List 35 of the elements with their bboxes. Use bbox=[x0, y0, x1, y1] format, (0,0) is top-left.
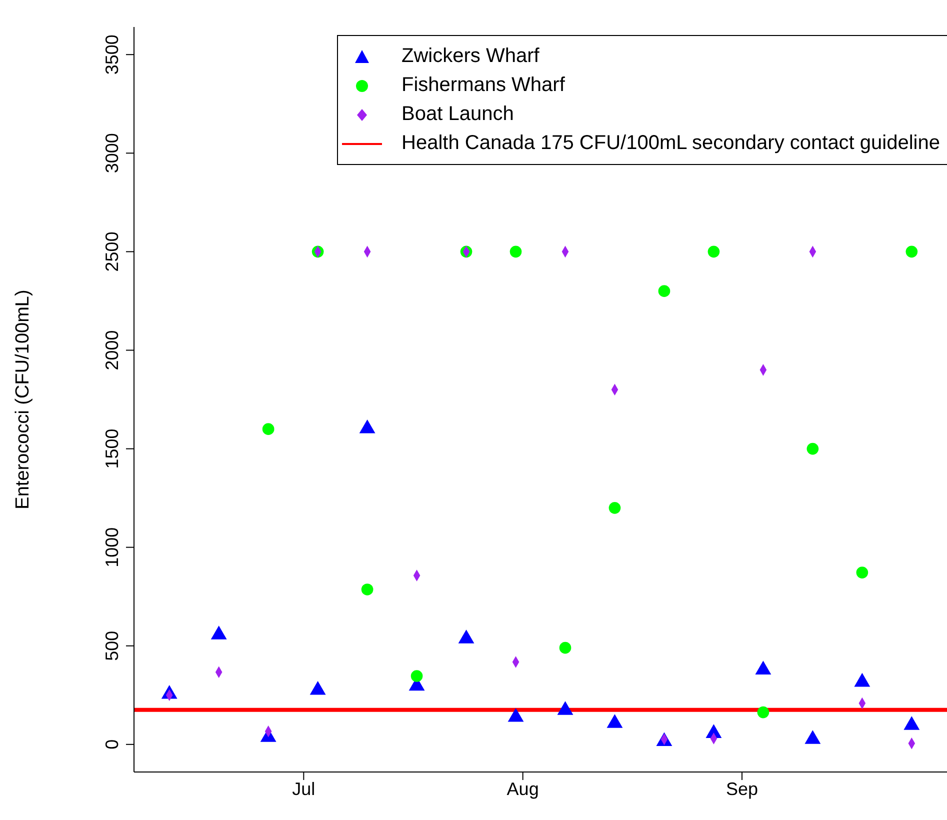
point bbox=[804, 730, 821, 744]
y-tick-label: 3500 bbox=[102, 34, 122, 75]
y-tick-label: 0 bbox=[102, 739, 122, 750]
point bbox=[310, 681, 326, 695]
y-tick-label: 2500 bbox=[102, 232, 122, 272]
point bbox=[658, 285, 670, 298]
point bbox=[856, 566, 868, 578]
y-axis-title: Enterococci (CFU/100mL) bbox=[12, 290, 34, 510]
point bbox=[508, 708, 524, 722]
legend-label: Zwickers Wharf bbox=[402, 45, 540, 68]
point bbox=[361, 584, 374, 596]
x-tick-label: Sep bbox=[726, 778, 758, 799]
point bbox=[806, 442, 819, 455]
y-tick-label: 500 bbox=[102, 630, 122, 661]
x-tick-label: Aug bbox=[506, 778, 539, 799]
point bbox=[906, 246, 918, 258]
point bbox=[755, 660, 772, 675]
point bbox=[557, 701, 574, 715]
x-tick-label: Jul bbox=[292, 778, 316, 799]
y-tick-label: 2000 bbox=[102, 330, 122, 370]
point bbox=[606, 714, 623, 728]
y-tick-label: 3000 bbox=[102, 133, 122, 174]
point bbox=[854, 672, 870, 687]
point bbox=[708, 246, 720, 258]
legend-label: Health Canada 175 CFU/100mL secondary contact guideline bbox=[402, 132, 940, 155]
point bbox=[458, 630, 474, 644]
legend-label: Fishermans Wharf bbox=[402, 74, 565, 97]
point bbox=[904, 716, 920, 730]
point bbox=[608, 502, 621, 514]
point bbox=[510, 246, 522, 258]
point bbox=[262, 423, 274, 435]
legend-label: Boat Launch bbox=[402, 103, 514, 126]
point bbox=[210, 626, 227, 640]
y-tick-label: 1000 bbox=[102, 527, 122, 568]
y-tick-label: 1500 bbox=[102, 428, 122, 469]
